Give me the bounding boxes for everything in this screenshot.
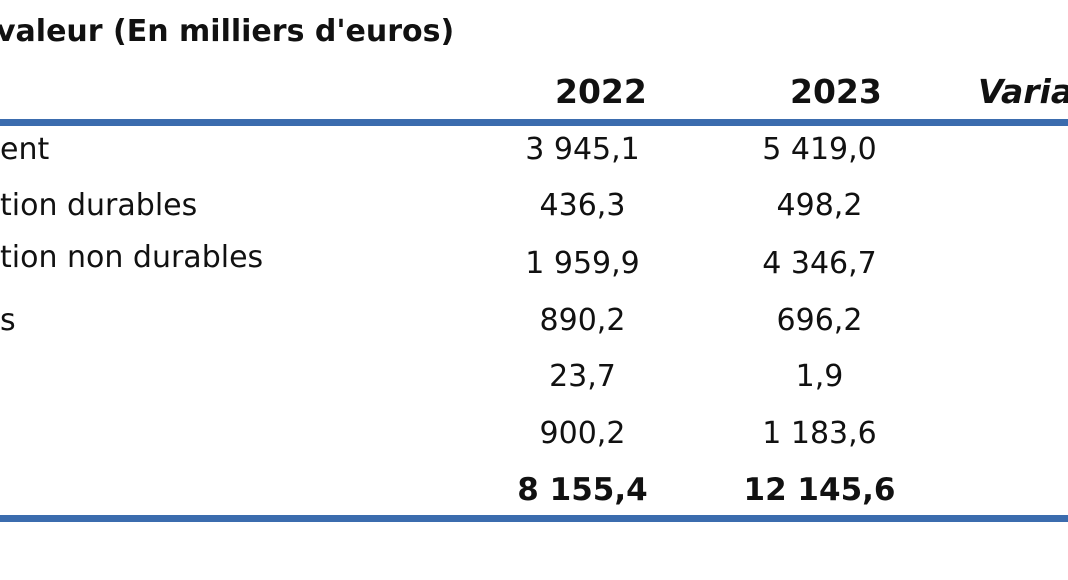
table-row: 900,2 1 183,6 [0, 416, 1068, 472]
value-2022: 900,2 [539, 416, 626, 451]
table-row: s 890,2 696,2 [0, 303, 1068, 359]
top-rule [0, 119, 1068, 126]
total-row: 8 155,4 12 145,6 [0, 472, 1068, 528]
value-2023: 696,2 [776, 303, 863, 338]
bottom-rule [0, 515, 1068, 522]
table-row: 23,7 1,9 [0, 359, 1068, 415]
row-label: tion durables [0, 188, 198, 223]
row-label: ent [0, 132, 50, 167]
value-2022: 23,7 [549, 359, 616, 394]
total-2023: 12 145,6 [743, 472, 896, 508]
header-year-2022: 2022 [555, 72, 647, 111]
value-2023: 5 419,0 [762, 132, 877, 167]
value-2022: 436,3 [539, 188, 626, 223]
row-label: s [0, 303, 16, 338]
value-2022: 890,2 [539, 303, 626, 338]
header-variation: Varia [978, 72, 1068, 111]
table-row: tion non durables 1 959,9 4 346,7 [0, 240, 1068, 296]
table-title: valeur (En milliers d'euros) [0, 14, 455, 49]
value-2023: 1,9 [795, 359, 844, 394]
value-2023: 1 183,6 [762, 416, 877, 451]
value-2023: 4 346,7 [762, 246, 877, 281]
header-year-2023: 2023 [790, 72, 882, 111]
table-row: tion durables 436,3 498,2 [0, 188, 1068, 244]
row-label: tion non durables [0, 240, 264, 275]
value-2022: 3 945,1 [525, 132, 640, 167]
table-row: ent 3 945,1 5 419,0 [0, 132, 1068, 188]
value-2022: 1 959,9 [525, 246, 640, 281]
total-2022: 8 155,4 [517, 472, 648, 508]
value-2023: 498,2 [776, 188, 863, 223]
